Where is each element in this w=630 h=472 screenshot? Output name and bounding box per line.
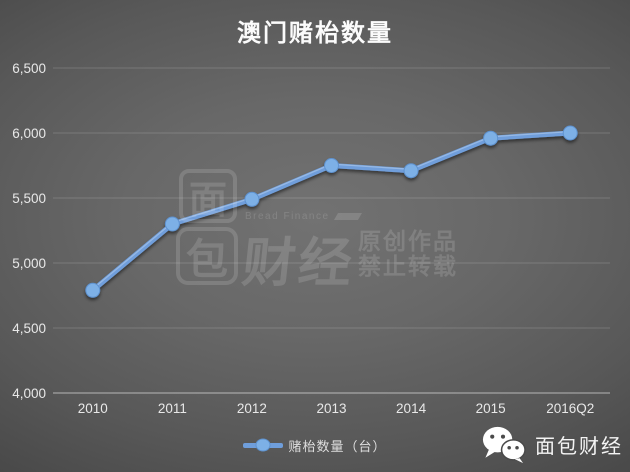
y-tick-label: 4,500 <box>12 321 46 336</box>
data-point-2012 <box>244 191 260 207</box>
x-tick-label: 2011 <box>158 401 187 416</box>
x-tick-label: 2015 <box>476 401 506 416</box>
data-point-2010 <box>85 282 101 298</box>
y-tick-label: 5,000 <box>12 256 46 271</box>
data-series-group <box>85 125 578 298</box>
wechat-icon <box>482 426 526 464</box>
line-marker-icon <box>243 438 284 452</box>
x-tick-label: 2016Q2 <box>546 401 594 416</box>
data-point-2015 <box>483 130 499 146</box>
y-tick-label: 5,500 <box>12 191 46 206</box>
x-tick-label: 2013 <box>316 401 346 416</box>
data-point-2014 <box>403 163 419 179</box>
data-point-2011 <box>164 216 180 232</box>
chart-legend: 赌枱数量（台） <box>0 435 630 455</box>
y-tick-label: 6,500 <box>12 61 46 76</box>
legend-label: 赌枱数量（台） <box>288 438 387 454</box>
data-series-line <box>90 130 573 293</box>
data-series-line-highlight <box>92 130 571 290</box>
data-point-2016Q2 <box>562 125 578 141</box>
x-tick-label: 2012 <box>237 401 267 416</box>
y-tick-label: 6,000 <box>12 126 46 141</box>
data-point-2013 <box>324 158 339 173</box>
x-tick-label: 2014 <box>396 401 427 416</box>
line-marker-dot-icon <box>255 438 271 452</box>
wechat-account-label: 面包财经 <box>535 435 623 458</box>
wechat-badge: 面包财经 <box>480 424 623 464</box>
chart-title: 澳门赌枱数量 <box>237 20 393 47</box>
y-tick-label: 4,000 <box>12 386 46 401</box>
x-tick-label: 2010 <box>78 401 108 416</box>
